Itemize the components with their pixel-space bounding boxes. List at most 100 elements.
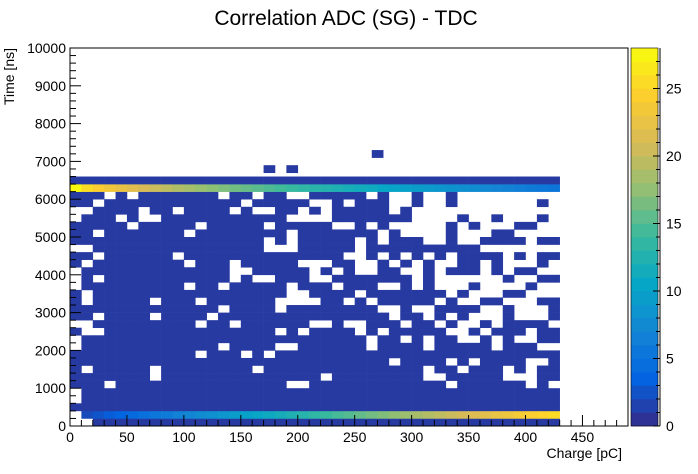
heatmap-cell [240,252,253,260]
heatmap-cell [183,327,196,336]
heatmap-cell [309,229,321,238]
heatmap-cell [115,320,128,329]
heatmap-cell [286,184,299,192]
heatmap-cell [104,365,116,374]
heatmap-cell [70,357,82,366]
x-axis-label: Charge [pC] [547,445,622,461]
heatmap-cell [423,184,435,192]
heatmap-cell [309,289,321,298]
heatmap-cell [423,282,435,291]
heatmap-cell [514,403,526,412]
heatmap-cell [514,350,526,359]
heatmap-cell [274,184,287,192]
heatmap-cell [218,312,230,321]
heatmap-cell [309,282,321,291]
heatmap-cell [172,418,185,427]
heatmap-cell [536,410,549,419]
heatmap-cell [92,237,105,245]
heatmap-cell [126,267,139,276]
heatmap-cell [252,176,264,185]
heatmap-cell [172,267,185,276]
heatmap-cell [218,335,230,344]
heatmap-cell [240,410,253,419]
heatmap-cell [263,380,276,389]
heatmap-cell [218,259,230,268]
heatmap-cell [548,327,560,336]
heatmap-cell [468,259,481,268]
heatmap-cell [514,410,526,419]
heatmap-cell [138,244,151,253]
heatmap-cell [115,282,128,291]
y-tick-label: 2000 [35,342,66,358]
heatmap-cell [297,373,310,381]
heatmap-cell [343,365,355,374]
heatmap-cell [149,357,162,366]
heatmap-cell [525,350,538,359]
heatmap-cell [183,214,196,223]
heatmap-cell [149,418,162,427]
heatmap-cell [343,342,355,351]
heatmap-cell [149,244,162,253]
heatmap-cell [218,274,230,283]
heatmap-cell [70,252,82,260]
heatmap-cell [161,199,173,208]
heatmap-cell [320,350,333,359]
heatmap-cell [274,267,287,276]
heatmap-cell [206,274,219,283]
heatmap-cell [126,214,139,223]
heatmap-cell [366,214,378,223]
heatmap-cell [388,252,401,260]
heatmap-cell [502,327,515,336]
heatmap-cell [331,410,344,419]
heatmap-cell [138,289,151,298]
heatmap-cell [172,403,185,412]
heatmap-cell [468,282,481,291]
heatmap-cell [104,221,116,230]
heatmap-cell [263,395,276,404]
heatmap-cell [457,395,469,404]
heatmap-cell [388,410,401,419]
heatmap-cell [457,350,469,359]
heatmap-cell [525,184,538,192]
heatmap-cell [70,289,82,298]
heatmap-cell [331,320,344,329]
heatmap-cell [354,388,367,397]
heatmap-cell [320,191,333,200]
heatmap-cell [400,297,412,306]
heatmap-cell [252,357,264,366]
heatmap-cell [320,410,333,419]
heatmap-cell [104,229,116,238]
heatmap-cell [309,403,321,412]
color-bar-segment [631,412,658,427]
heatmap-cell [502,395,515,404]
heatmap-cell [286,418,299,427]
heatmap-cell [434,252,447,260]
heatmap-cell [297,305,310,313]
heatmap-cell [138,305,151,313]
heatmap-cell [354,229,367,238]
heatmap-cell [70,191,82,200]
heatmap-cell [183,191,196,200]
heatmap-cell [411,403,424,412]
heatmap-cell [468,267,481,276]
heatmap-cell [115,184,128,192]
y-axis: 0 1000 2000 3000 4000 5000 6000 7000 8000 9000 100… [27,40,81,434]
x-tick-label: 350 [457,429,481,445]
heatmap-cell [240,342,253,351]
heatmap-cell [218,199,230,208]
heatmap-cell [286,221,299,230]
heatmap-cell [297,199,310,208]
heatmap-cell [377,214,390,223]
heatmap-cell [104,282,116,291]
heatmap-cell [218,350,230,359]
heatmap-cell [297,312,310,321]
heatmap-cell [400,184,412,192]
heatmap-cell [343,388,355,397]
heatmap-cell [457,410,469,419]
heatmap-cell [377,342,390,351]
heatmap-cell [195,214,207,223]
heatmap-cell [240,305,253,313]
z-tick-label: 0 [666,418,674,434]
heatmap-cell [548,357,560,366]
heatmap-cell [411,184,424,192]
